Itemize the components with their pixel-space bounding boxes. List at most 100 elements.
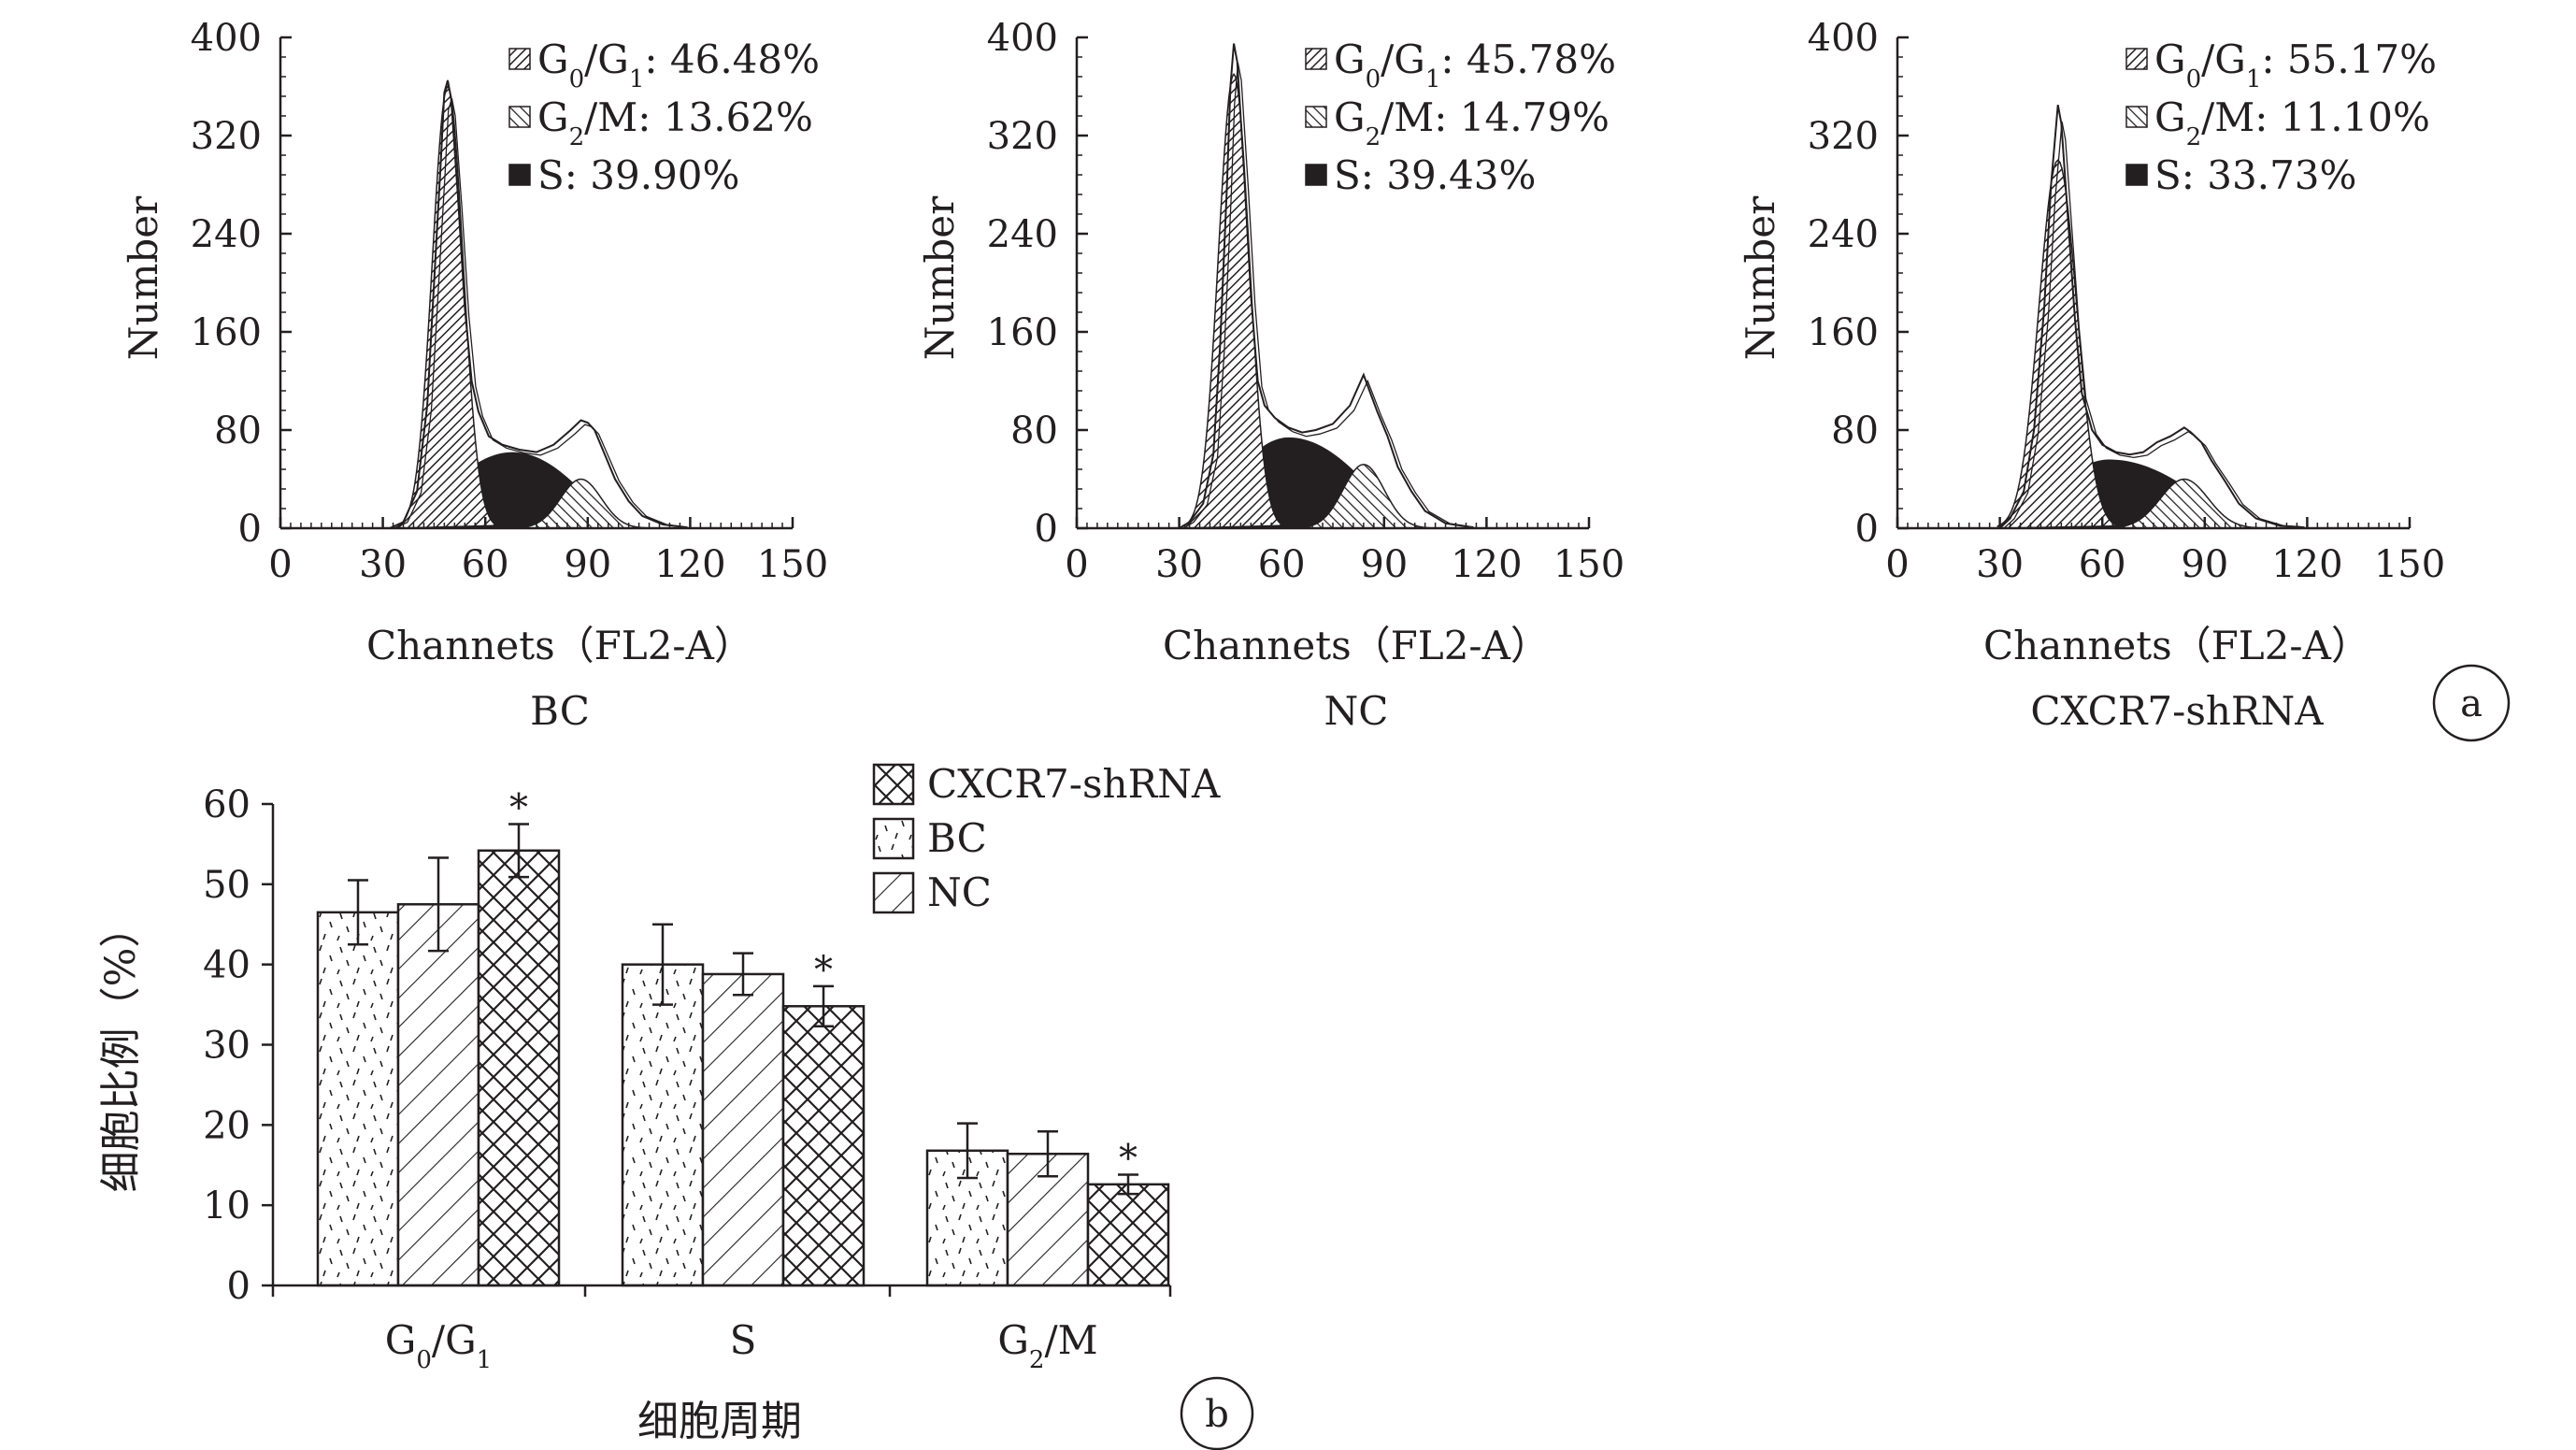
y-tick-label: 60: [203, 783, 250, 826]
legend-label: G0/G1: 45.78%: [1334, 36, 1616, 93]
y-tick-label: 240: [987, 213, 1058, 256]
y-tick-label: 400: [191, 17, 262, 60]
x-axis-label: Channets（FL2-A）: [366, 623, 753, 668]
legend-label: NC: [927, 869, 992, 915]
histogram-outline: [389, 79, 684, 529]
y-tick-label: 50: [203, 864, 250, 907]
histogram-fit-curve: [1182, 63, 1474, 529]
histogram-bc: 0 80 160 240 320 400 0 30 60 90 120 150 Number Channe…: [121, 17, 828, 734]
g2m-peak-area: [508, 478, 653, 529]
x-tick-label: 120: [2271, 543, 2342, 586]
x-tick-label: 60: [1258, 543, 1306, 586]
legend-swatch: [2125, 164, 2148, 186]
legend-swatch: [2125, 48, 2148, 70]
histogram-cxcr7-shrna: 0 80 160 240 320 400 0 30 60 90 120 150 Number Channe…: [1738, 17, 2445, 734]
histogram-outline: [1179, 43, 1470, 529]
legend-swatch: [872, 763, 915, 806]
category-label: G0/G1: [385, 1317, 492, 1374]
y-tick-label: 20: [203, 1104, 250, 1147]
legend-label: G2/M: 11.10%: [2154, 94, 2430, 151]
y-tick-label: 80: [1010, 409, 1058, 452]
x-tick-label: 90: [1360, 543, 1408, 586]
y-tick-label: 80: [1831, 409, 1879, 452]
bar-nc: [701, 972, 785, 1287]
legend-swatch: [508, 164, 531, 186]
y-tick-label: 10: [203, 1184, 250, 1227]
g2m-peak-area: [2099, 478, 2268, 529]
legend-swatch: [1305, 48, 1327, 70]
panel-caption: CXCR7-shRNA: [2030, 688, 2324, 734]
svg-text:a: a: [2460, 682, 2483, 725]
x-tick-label: 120: [654, 543, 725, 586]
x-tick-label: 0: [1065, 543, 1088, 586]
y-tick-label: 0: [1035, 508, 1058, 551]
y-axis-label: 细胞比例（%）: [97, 907, 145, 1193]
g0g1-peak-area: [1996, 159, 2119, 529]
x-tick-label: 90: [564, 543, 611, 586]
g0g1-peak-area: [397, 85, 500, 529]
legend-swatch: [508, 48, 531, 70]
legend-swatch: [872, 817, 915, 860]
y-tick-label: 40: [203, 944, 250, 987]
y-tick-label: 0: [1855, 508, 1879, 551]
x-tick-label: 30: [1155, 543, 1203, 586]
y-tick-label: 240: [191, 213, 262, 256]
y-axis-label: Number: [1738, 195, 1783, 360]
legend-swatch: [2125, 106, 2148, 128]
g2m-peak-area: [1291, 463, 1436, 529]
bar-chart-cell-cycle: * * * 0 10 20 30 40 50 60 G0/G1 S G2/M 细胞比例（%） 细胞周期 CXC…: [97, 761, 1221, 1445]
legend-label: S: 33.73%: [2154, 152, 2356, 198]
y-tick-label: 400: [1808, 17, 1879, 60]
x-tick-label: 150: [757, 543, 828, 586]
bar-nc: [396, 903, 480, 1287]
legend-swatch: [1305, 164, 1327, 186]
x-tick-label: 150: [1553, 543, 1624, 586]
histogram-nc: 0 80 160 240 320 400 0 30 60 90 120 150 Number Channe…: [917, 17, 1624, 734]
category-label: G2/M: [997, 1317, 1097, 1374]
x-axis-label: Channets（FL2-A）: [1163, 623, 1550, 668]
x-tick-label: 60: [462, 543, 509, 586]
panel-caption: NC: [1324, 688, 1389, 734]
category-label: S: [730, 1317, 757, 1363]
x-tick-label: 150: [2374, 543, 2445, 586]
legend-swatch: [872, 871, 915, 914]
histogram-fit-curve: [394, 97, 688, 529]
y-tick-label: 320: [987, 115, 1058, 158]
svg-text:b: b: [1205, 1393, 1229, 1436]
legend-swatch: [508, 106, 531, 128]
legend-label: S: 39.90%: [537, 152, 739, 198]
bar-bc: [621, 963, 705, 1287]
bar-cxcr7-shrna: [477, 849, 561, 1287]
legend-label: G2/M: 14.79%: [1334, 94, 1610, 151]
y-tick-label: 0: [227, 1265, 250, 1308]
y-tick-label: 160: [1808, 311, 1879, 354]
x-tick-label: 120: [1451, 543, 1522, 586]
bar-cxcr7-shrna: [1086, 1183, 1170, 1287]
legend-label: G0/G1: 55.17%: [2154, 36, 2437, 93]
legend-label: CXCR7-shRNA: [927, 761, 1221, 807]
y-tick-label: 160: [191, 311, 262, 354]
y-tick-label: 160: [987, 311, 1058, 354]
panel-label-b: b: [1180, 1376, 1254, 1450]
legend-label: BC: [927, 815, 987, 861]
y-tick-label: 0: [238, 508, 262, 551]
x-tick-label: 90: [2181, 543, 2228, 586]
legend-label: G2/M: 13.62%: [537, 94, 813, 151]
x-tick-label: 60: [2079, 543, 2126, 586]
histogram-fit-curve: [2003, 122, 2305, 529]
x-tick-label: 0: [268, 543, 292, 586]
y-tick-label: 30: [203, 1025, 250, 1068]
legend-label: G0/G1: 46.48%: [537, 36, 820, 93]
y-tick-label: 80: [214, 409, 262, 452]
legend-label: S: 39.43%: [1334, 152, 1536, 198]
significance-marker: *: [509, 786, 528, 829]
panel-caption: BC: [530, 688, 590, 734]
g0g1-peak-area: [1183, 72, 1286, 529]
histogram-outline: [1998, 105, 2301, 529]
x-tick-label: 30: [359, 543, 407, 586]
significance-marker: *: [1119, 1138, 1138, 1181]
x-axis-label: Channets（FL2-A）: [1983, 623, 2370, 668]
x-tick-label: 0: [1885, 543, 1909, 586]
y-axis-label: Number: [121, 195, 166, 360]
